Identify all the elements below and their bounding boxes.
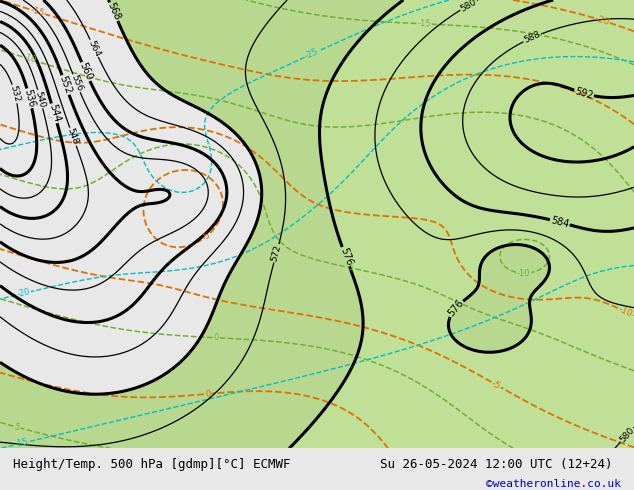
Text: 568: 568 [105, 1, 122, 22]
Text: 576: 576 [338, 246, 354, 267]
Text: -15: -15 [417, 19, 431, 28]
Text: 560: 560 [77, 61, 94, 82]
Text: Su 26-05-2024 12:00 UTC (12+24): Su 26-05-2024 12:00 UTC (12+24) [380, 458, 613, 471]
Text: 576: 576 [446, 298, 465, 319]
Text: 536: 536 [22, 88, 37, 108]
Text: -15: -15 [29, 5, 46, 18]
Text: Height/Temp. 500 hPa [gdmp][°C] ECMWF: Height/Temp. 500 hPa [gdmp][°C] ECMWF [13, 458, 290, 471]
Text: -15: -15 [13, 438, 29, 449]
Text: 584: 584 [550, 215, 570, 229]
Text: 588: 588 [522, 30, 542, 45]
Text: 580: 580 [618, 426, 634, 444]
Text: 5: 5 [13, 422, 21, 432]
Text: 552: 552 [58, 74, 74, 96]
Text: -20: -20 [594, 14, 611, 27]
Text: -5: -5 [490, 379, 502, 391]
Text: -25: -25 [304, 47, 320, 61]
Text: -10: -10 [22, 53, 37, 66]
Text: 548: 548 [66, 127, 80, 146]
Text: 0: 0 [205, 389, 211, 398]
Text: -5: -5 [345, 262, 355, 273]
Text: -10: -10 [517, 269, 531, 278]
Text: 532: 532 [8, 85, 22, 103]
Text: 564: 564 [86, 39, 102, 58]
Text: -5: -5 [200, 230, 212, 243]
Text: 592: 592 [574, 86, 594, 101]
Text: 540: 540 [34, 90, 47, 109]
Text: -20: -20 [16, 288, 31, 299]
Text: 556: 556 [69, 74, 84, 93]
Text: -10: -10 [617, 304, 634, 319]
Text: 544: 544 [47, 103, 61, 123]
Text: 0: 0 [214, 333, 219, 343]
Text: 572: 572 [270, 244, 283, 263]
Text: 580: 580 [459, 0, 478, 13]
Text: ©weatheronline.co.uk: ©weatheronline.co.uk [486, 479, 621, 489]
